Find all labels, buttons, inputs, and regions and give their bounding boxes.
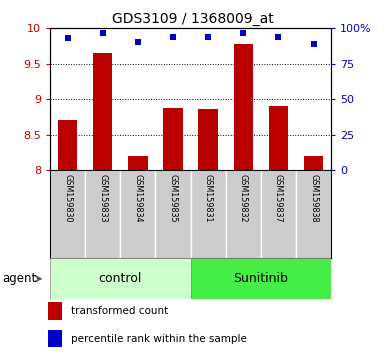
Text: agent: agent bbox=[2, 272, 36, 285]
Bar bbox=[93, 53, 112, 170]
Point bbox=[240, 30, 246, 35]
Bar bbox=[191, 258, 331, 299]
Point bbox=[310, 41, 316, 47]
Text: GSM159833: GSM159833 bbox=[98, 174, 107, 223]
Bar bbox=[58, 120, 77, 170]
Point bbox=[205, 34, 211, 40]
Text: GSM159838: GSM159838 bbox=[309, 174, 318, 223]
Bar bbox=[296, 170, 331, 258]
Text: GDS3109 / 1368009_at: GDS3109 / 1368009_at bbox=[112, 12, 273, 27]
Text: GSM159835: GSM159835 bbox=[169, 174, 177, 223]
Bar bbox=[191, 170, 226, 258]
Bar bbox=[49, 302, 62, 320]
Point bbox=[170, 34, 176, 40]
Text: control: control bbox=[99, 272, 142, 285]
Point bbox=[275, 34, 281, 40]
Bar bbox=[50, 170, 85, 258]
Bar bbox=[163, 108, 182, 170]
Text: GSM159830: GSM159830 bbox=[63, 174, 72, 223]
Bar bbox=[261, 170, 296, 258]
Point bbox=[100, 30, 106, 35]
Bar bbox=[85, 170, 120, 258]
Bar bbox=[49, 330, 62, 347]
Text: GSM159834: GSM159834 bbox=[133, 174, 142, 223]
Text: GSM159831: GSM159831 bbox=[204, 174, 213, 223]
Bar bbox=[234, 44, 253, 170]
Bar bbox=[304, 156, 323, 170]
Bar bbox=[226, 170, 261, 258]
Text: GSM159837: GSM159837 bbox=[274, 174, 283, 223]
Text: transformed count: transformed count bbox=[71, 306, 168, 316]
Bar bbox=[121, 170, 156, 258]
Text: GSM159832: GSM159832 bbox=[239, 174, 248, 223]
Text: percentile rank within the sample: percentile rank within the sample bbox=[71, 333, 247, 344]
Bar bbox=[128, 156, 147, 170]
Text: Sunitinib: Sunitinib bbox=[233, 272, 288, 285]
Bar bbox=[156, 170, 191, 258]
Bar bbox=[199, 109, 218, 170]
Point bbox=[65, 35, 71, 41]
Bar bbox=[269, 106, 288, 170]
Bar bbox=[50, 258, 191, 299]
Point bbox=[135, 40, 141, 45]
